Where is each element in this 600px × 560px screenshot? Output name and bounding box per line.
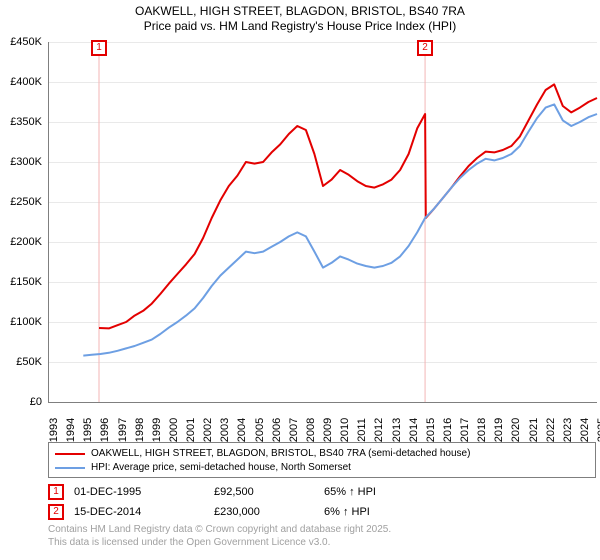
x-tick-label: 2025: [596, 418, 600, 442]
x-tick-label: 2013: [391, 418, 403, 442]
x-tick-label: 1993: [48, 418, 60, 442]
legend: OAKWELL, HIGH STREET, BLAGDON, BRISTOL, …: [48, 442, 596, 478]
y-tick-label: £200K: [10, 236, 42, 248]
y-tick-label: £0: [30, 396, 42, 408]
x-tick-label: 1999: [151, 418, 163, 442]
plot-svg: [49, 42, 597, 402]
y-tick-label: £100K: [10, 316, 42, 328]
y-tick-label: £400K: [10, 76, 42, 88]
x-tick-label: 2023: [562, 418, 574, 442]
series-hpi: [83, 104, 597, 355]
chart: £0 £50K £100K £150K £200K £250K £300K £350K £400…: [0, 38, 600, 438]
chart-title-line1: OAKWELL, HIGH STREET, BLAGDON, BRISTOL, …: [0, 4, 600, 19]
y-tick-label: £450K: [10, 36, 42, 48]
legend-swatch: [55, 453, 85, 455]
y-tick-label: £300K: [10, 156, 42, 168]
chart-title-line2: Price paid vs. HM Land Registry's House …: [0, 19, 600, 34]
x-tick-label: 2012: [373, 418, 385, 442]
x-tick-label: 2003: [219, 418, 231, 442]
x-tick-label: 1994: [65, 418, 77, 442]
y-tick-label: £50K: [16, 356, 42, 368]
x-tick-label: 2000: [168, 418, 180, 442]
transaction-price: £230,000: [214, 506, 314, 518]
chart-title-block: OAKWELL, HIGH STREET, BLAGDON, BRISTOL, …: [0, 0, 600, 34]
plot-area: 12: [48, 42, 597, 403]
x-tick-label: 2019: [493, 418, 505, 442]
x-tick-label: 1997: [117, 418, 129, 442]
x-tick-label: 2014: [408, 418, 420, 442]
legend-and-footnotes: OAKWELL, HIGH STREET, BLAGDON, BRISTOL, …: [48, 442, 596, 549]
x-tick-label: 2024: [579, 418, 591, 442]
x-tick-label: 2009: [322, 418, 334, 442]
data-credit: Contains HM Land Registry data © Crown c…: [48, 524, 596, 549]
credit-line1: Contains HM Land Registry data © Crown c…: [48, 524, 596, 537]
y-tick-label: £350K: [10, 116, 42, 128]
x-tick-label: 2002: [202, 418, 214, 442]
x-tick-label: 1995: [82, 418, 94, 442]
legend-label: OAKWELL, HIGH STREET, BLAGDON, BRISTOL, …: [91, 447, 470, 461]
transaction-vs-hpi: 65% ↑ HPI: [324, 486, 376, 498]
x-tick-label: 2017: [459, 418, 471, 442]
marker-box-1: 1: [91, 40, 107, 56]
x-tick-label: 1996: [99, 418, 111, 442]
transaction-row: 1 01-DEC-1995 £92,500 65% ↑ HPI: [48, 484, 596, 500]
x-tick-label: 1998: [134, 418, 146, 442]
x-tick-label: 2015: [425, 418, 437, 442]
transaction-price: £92,500: [214, 486, 314, 498]
legend-label: HPI: Average price, semi-detached house,…: [91, 461, 351, 475]
transaction-row: 2 15-DEC-2014 £230,000 6% ↑ HPI: [48, 504, 596, 520]
transaction-date: 15-DEC-2014: [74, 506, 204, 518]
transaction-vs-hpi: 6% ↑ HPI: [324, 506, 370, 518]
x-tick-label: 2022: [545, 418, 557, 442]
y-tick-label: £250K: [10, 196, 42, 208]
x-tick-label: 2007: [288, 418, 300, 442]
x-tick-label: 2018: [476, 418, 488, 442]
x-tick-label: 2008: [305, 418, 317, 442]
marker-box-2: 2: [417, 40, 433, 56]
credit-line2: This data is licensed under the Open Gov…: [48, 537, 596, 550]
transaction-marker-1: 1: [48, 484, 64, 500]
legend-swatch: [55, 467, 85, 469]
legend-row: HPI: Average price, semi-detached house,…: [55, 461, 589, 475]
x-tick-label: 2011: [356, 418, 368, 442]
series-price_paid: [99, 84, 597, 328]
transaction-marker-2: 2: [48, 504, 64, 520]
transaction-date: 01-DEC-1995: [74, 486, 204, 498]
x-tick-label: 2005: [254, 418, 266, 442]
x-tick-label: 2006: [271, 418, 283, 442]
x-tick-label: 2016: [442, 418, 454, 442]
x-tick-label: 2004: [236, 418, 248, 442]
x-tick-label: 2001: [185, 418, 197, 442]
legend-row: OAKWELL, HIGH STREET, BLAGDON, BRISTOL, …: [55, 447, 589, 461]
x-tick-label: 2020: [510, 418, 522, 442]
y-tick-label: £150K: [10, 276, 42, 288]
x-tick-label: 2010: [339, 418, 351, 442]
x-tick-label: 2021: [528, 418, 540, 442]
